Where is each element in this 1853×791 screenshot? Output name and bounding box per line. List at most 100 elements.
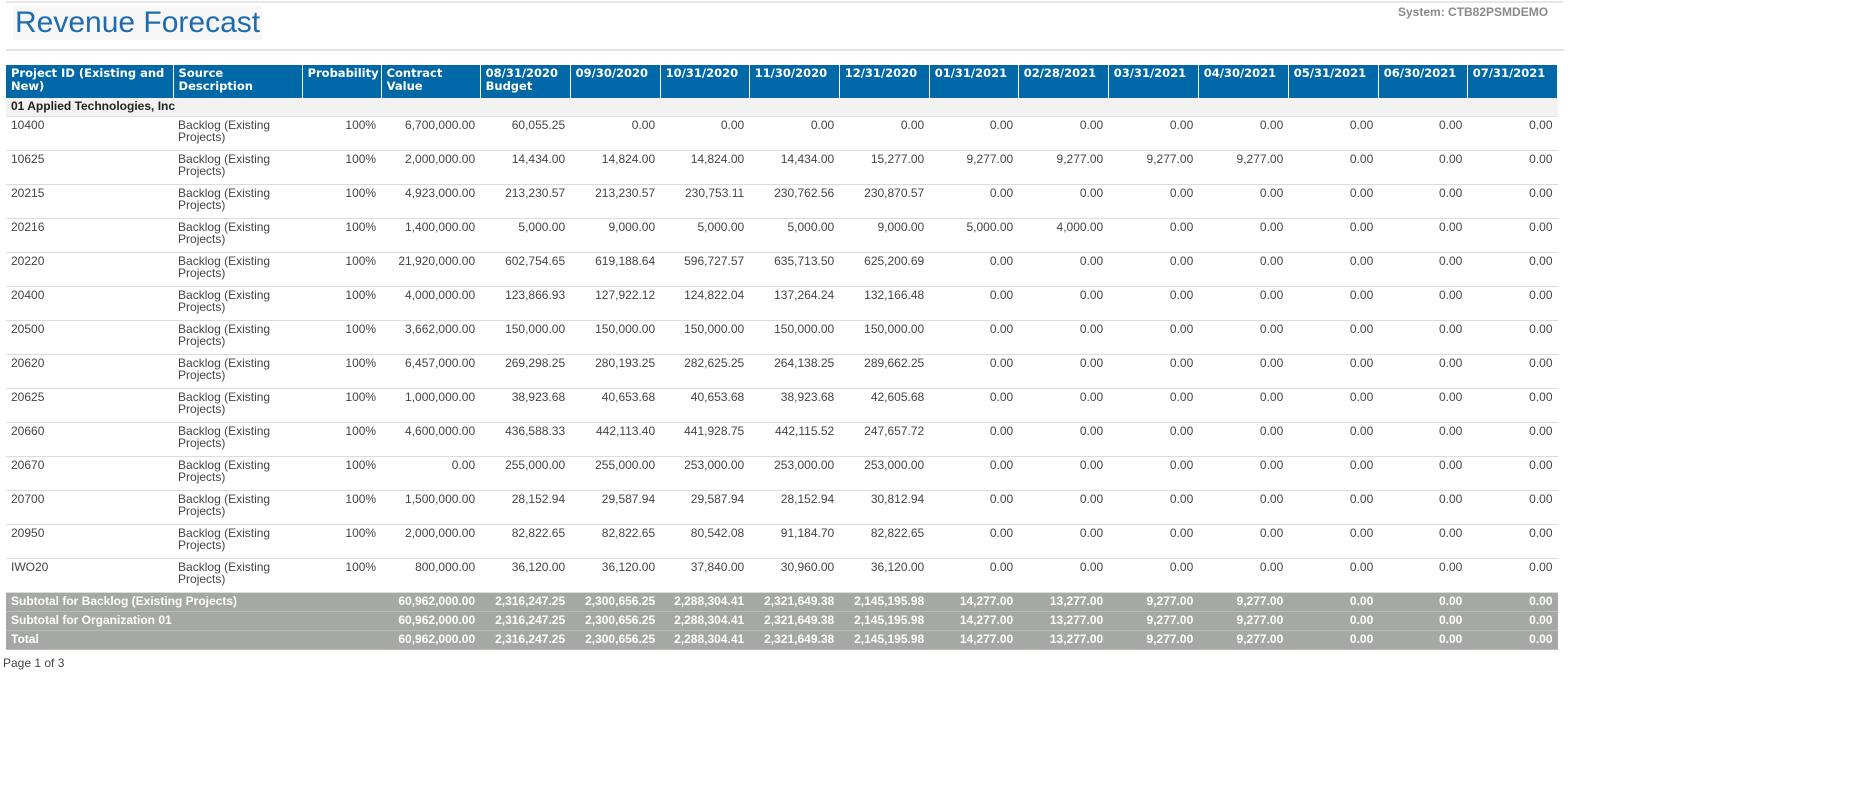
value-cell: 280,193.25 bbox=[570, 354, 661, 389]
value-cell: 0.00 bbox=[1018, 184, 1109, 219]
subtotal-value: 60,962,000.00 bbox=[381, 630, 481, 650]
value-cell: 0.00 bbox=[1018, 252, 1109, 287]
value-cell: 37,840.00 bbox=[660, 558, 750, 593]
subtotal-value: 0.00 bbox=[1467, 592, 1558, 612]
value-cell: 0.00 bbox=[1378, 218, 1468, 253]
source-cell: Backlog (Existing Projects) bbox=[173, 490, 303, 525]
subtotal-value: 2,145,195.98 bbox=[839, 592, 930, 612]
source-cell: Backlog (Existing Projects) bbox=[173, 422, 303, 457]
value-cell: 100% bbox=[302, 456, 382, 491]
value-cell: 100% bbox=[302, 286, 382, 321]
source-cell: Backlog (Existing Projects) bbox=[173, 150, 303, 185]
value-cell: 0.00 bbox=[1198, 388, 1289, 423]
project-id-cell: 20670 bbox=[6, 456, 174, 491]
value-cell: 0.00 bbox=[1288, 524, 1379, 559]
subtotal-value: 2,321,649.38 bbox=[749, 630, 840, 650]
value-cell: 0.00 bbox=[1467, 320, 1558, 355]
value-cell: 0.00 bbox=[1467, 422, 1558, 457]
project-id-cell: 20216 bbox=[6, 218, 174, 253]
value-cell: 0.00 bbox=[1467, 490, 1558, 525]
project-id-cell: 20400 bbox=[6, 286, 174, 321]
value-cell: 0.00 bbox=[1467, 252, 1558, 287]
value-cell: 0.00 bbox=[1018, 286, 1109, 321]
value-cell: 100% bbox=[302, 524, 382, 559]
value-cell: 40,653.68 bbox=[570, 388, 661, 423]
value-cell: 14,434.00 bbox=[480, 150, 571, 185]
value-cell: 0.00 bbox=[1378, 422, 1468, 457]
value-cell: 0.00 bbox=[1198, 422, 1289, 457]
table-row: 10625 Backlog (Existing Projects) 100% 2,00… bbox=[6, 150, 1558, 185]
subtotal-value: 2,300,656.25 bbox=[570, 611, 661, 631]
project-id-cell: IWO20 bbox=[6, 558, 174, 593]
table-row: 20620 Backlog (Existing Projects) 100% 6,45… bbox=[6, 354, 1558, 389]
subtotal-value: 2,300,656.25 bbox=[570, 630, 661, 650]
value-cell: 9,000.00 bbox=[570, 218, 661, 253]
value-cell: 0.00 bbox=[1108, 320, 1199, 355]
subtotal-value: 2,316,247.25 bbox=[480, 611, 571, 631]
page-title: Revenue Forecast bbox=[13, 6, 263, 40]
source-cell: Backlog (Existing Projects) bbox=[173, 252, 303, 287]
value-cell: 0.00 bbox=[1467, 354, 1558, 389]
subtotal-value: 2,145,195.98 bbox=[839, 630, 930, 650]
value-cell: 0.00 bbox=[1018, 116, 1109, 151]
value-cell: 0.00 bbox=[1018, 558, 1109, 593]
value-cell: 0.00 bbox=[1018, 490, 1109, 525]
value-cell: 0.00 bbox=[1378, 184, 1468, 219]
column-header: 04/30/2021 bbox=[1198, 65, 1289, 98]
table-row: 20215 Backlog (Existing Projects) 100% 4,92… bbox=[6, 184, 1558, 219]
table-row: 20220 Backlog (Existing Projects) 100% 21,9… bbox=[6, 252, 1558, 287]
value-cell: 0.00 bbox=[1288, 286, 1379, 321]
subtotal-value: 13,277.00 bbox=[1018, 592, 1109, 612]
source-cell: Backlog (Existing Projects) bbox=[173, 116, 303, 151]
table-row: 20660 Backlog (Existing Projects) 100% 4,60… bbox=[6, 422, 1558, 457]
project-id-cell: 20660 bbox=[6, 422, 174, 457]
column-header: Source Description bbox=[173, 65, 303, 98]
value-cell: 0.00 bbox=[749, 116, 840, 151]
value-cell: 0.00 bbox=[1467, 456, 1558, 491]
revenue-forecast-table: Project ID (Existing and New) Source Desc… bbox=[6, 65, 1559, 650]
value-cell: 1,400,000.00 bbox=[381, 218, 481, 253]
subtotal-value: 2,300,656.25 bbox=[570, 592, 661, 612]
value-cell: 230,753.11 bbox=[660, 184, 750, 219]
value-cell: 9,277.00 bbox=[929, 150, 1019, 185]
value-cell: 0.00 bbox=[1467, 218, 1558, 253]
value-cell: 150,000.00 bbox=[660, 320, 750, 355]
value-cell: 0.00 bbox=[1198, 184, 1289, 219]
value-cell: 213,230.57 bbox=[570, 184, 661, 219]
subtotal-value: 9,277.00 bbox=[1198, 630, 1289, 650]
table-row: IWO20 Backlog (Existing Projects) 100% 800,… bbox=[6, 558, 1558, 593]
column-header: 08/31/2020 Budget bbox=[480, 65, 571, 98]
value-cell: 0.00 bbox=[929, 456, 1019, 491]
subtotal-value: 0.00 bbox=[1467, 630, 1558, 650]
table-row: 20500 Backlog (Existing Projects) 100% 3,66… bbox=[6, 320, 1558, 355]
value-cell: 441,928.75 bbox=[660, 422, 750, 457]
subtotal-value: 14,277.00 bbox=[929, 611, 1019, 631]
value-cell: 28,152.94 bbox=[480, 490, 571, 525]
value-cell: 14,434.00 bbox=[749, 150, 840, 185]
value-cell: 36,120.00 bbox=[480, 558, 571, 593]
value-cell: 0.00 bbox=[1288, 388, 1379, 423]
subtotal-label: Subtotal for Organization 01 bbox=[6, 611, 382, 631]
value-cell: 82,822.65 bbox=[839, 524, 930, 559]
value-cell: 442,115.52 bbox=[749, 422, 840, 457]
column-header: 10/31/2020 bbox=[660, 65, 750, 98]
value-cell: 0.00 bbox=[1198, 456, 1289, 491]
value-cell: 30,812.94 bbox=[839, 490, 930, 525]
subtotal-value: 9,277.00 bbox=[1198, 611, 1289, 631]
value-cell: 150,000.00 bbox=[480, 320, 571, 355]
value-cell: 36,120.00 bbox=[839, 558, 930, 593]
subtotal-value: 13,277.00 bbox=[1018, 611, 1109, 631]
value-cell: 9,000.00 bbox=[839, 218, 930, 253]
subtotal-value: 9,277.00 bbox=[1108, 630, 1199, 650]
value-cell: 0.00 bbox=[1378, 354, 1468, 389]
value-cell: 0.00 bbox=[1378, 558, 1468, 593]
value-cell: 0.00 bbox=[1467, 388, 1558, 423]
value-cell: 137,264.24 bbox=[749, 286, 840, 321]
value-cell: 1,500,000.00 bbox=[381, 490, 481, 525]
value-cell: 0.00 bbox=[1108, 116, 1199, 151]
value-cell: 36,120.00 bbox=[570, 558, 661, 593]
source-cell: Backlog (Existing Projects) bbox=[173, 456, 303, 491]
value-cell: 0.00 bbox=[929, 286, 1019, 321]
value-cell: 0.00 bbox=[660, 116, 750, 151]
source-cell: Backlog (Existing Projects) bbox=[173, 286, 303, 321]
